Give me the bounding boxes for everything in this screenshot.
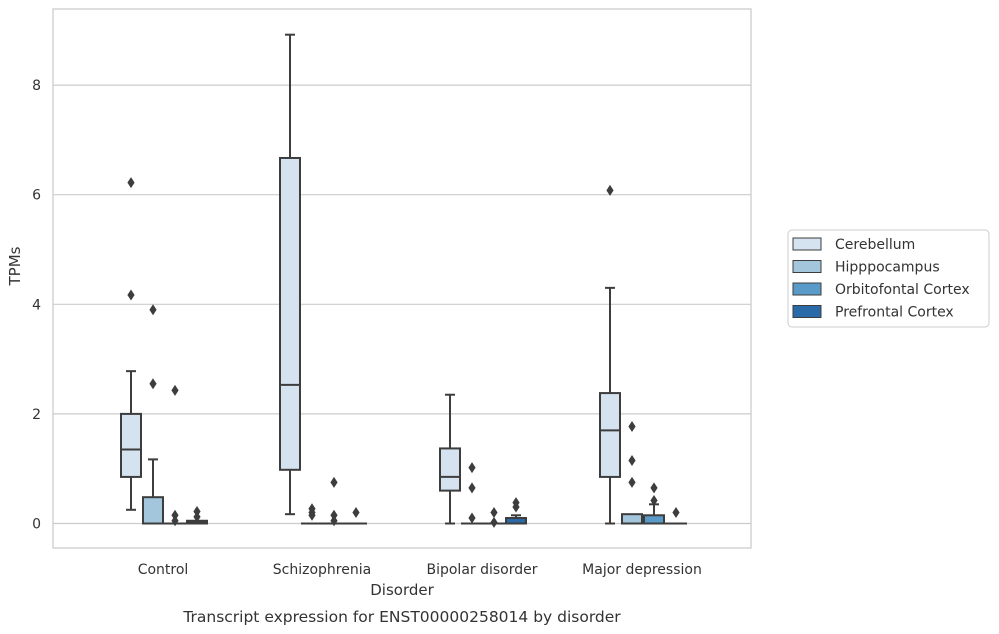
gridlines bbox=[53, 84, 751, 525]
box-iqr bbox=[643, 514, 665, 525]
y-tick-label: 8 bbox=[32, 78, 41, 94]
y-tick-label: 4 bbox=[32, 297, 41, 313]
box-orbitofontal-cortex bbox=[323, 476, 345, 527]
y-tick-label: 0 bbox=[32, 517, 41, 533]
box-orbitofontal-cortex bbox=[164, 384, 186, 527]
outlier-point bbox=[308, 509, 316, 521]
outlier-point bbox=[672, 507, 680, 519]
outlier-point bbox=[650, 494, 658, 506]
outlier-point bbox=[149, 304, 157, 316]
box-cerebellum bbox=[439, 393, 461, 525]
box-orbitofontal-cortex bbox=[483, 507, 505, 528]
legend-label: Orbitofontal Cortex bbox=[835, 282, 970, 298]
chart-caption: Transcript expression for ENST0000025801… bbox=[182, 608, 621, 626]
outlier-point bbox=[628, 454, 636, 466]
legend-label: Cerebellum bbox=[835, 237, 915, 253]
outlier-point bbox=[490, 507, 498, 519]
y-tick-label: 2 bbox=[32, 407, 41, 423]
legend-swatch bbox=[792, 282, 822, 296]
box-prefrontal-cortex bbox=[345, 507, 367, 525]
box-prefrontal-cortex bbox=[505, 497, 527, 525]
y-tick-label: 6 bbox=[32, 188, 41, 204]
box-hipppocampus bbox=[621, 421, 643, 525]
x-axis-ticks: Control Schizophrenia Bipolar disorder Majo… bbox=[138, 562, 702, 578]
outlier-point bbox=[468, 512, 476, 524]
outlier-point bbox=[606, 184, 614, 196]
legend-frame bbox=[787, 229, 990, 328]
legend: Cerebellum Hipppocampus Orbitofontal Corte… bbox=[787, 229, 990, 328]
outlier-point bbox=[512, 501, 520, 513]
plot-area-frame bbox=[52, 8, 752, 549]
outlier-point bbox=[193, 511, 201, 523]
box-iqr bbox=[142, 496, 164, 525]
box-iqr bbox=[439, 447, 461, 492]
outlier-point bbox=[628, 476, 636, 488]
box-iqr bbox=[599, 392, 621, 478]
outlier-point bbox=[330, 476, 338, 488]
outlier-point bbox=[490, 516, 498, 528]
box-cerebellum bbox=[599, 184, 621, 525]
box-cerebellum bbox=[279, 33, 301, 516]
box-orbitofontal-cortex bbox=[643, 482, 665, 525]
x-axis-label: Disorder bbox=[370, 581, 434, 599]
box-prefrontal-cortex bbox=[186, 505, 208, 525]
outlier-point bbox=[650, 482, 658, 494]
outlier-point bbox=[171, 384, 179, 396]
legend-label: Hipppocampus bbox=[835, 260, 940, 276]
y-axis-label: TPMs bbox=[6, 246, 24, 286]
x-tick-label: Major depression bbox=[582, 562, 702, 578]
box-iqr bbox=[279, 156, 301, 471]
legend-swatch bbox=[792, 260, 822, 273]
outlier-point bbox=[171, 515, 179, 527]
outlier-point bbox=[127, 177, 135, 189]
x-tick-label: Control bbox=[138, 562, 189, 578]
outlier-point bbox=[149, 378, 157, 390]
x-tick-label: Schizophrenia bbox=[273, 562, 371, 578]
legend-swatch bbox=[792, 305, 822, 318]
outlier-point bbox=[127, 289, 135, 301]
box-iqr bbox=[621, 513, 643, 525]
box-prefrontal-cortex bbox=[665, 507, 687, 525]
outlier-point bbox=[468, 482, 476, 494]
legend-swatch bbox=[792, 237, 822, 251]
legend-label: Prefrontal Cortex bbox=[835, 305, 954, 321]
box-hipppocampus bbox=[142, 304, 164, 525]
outlier-point bbox=[468, 462, 476, 474]
outlier-point bbox=[628, 421, 636, 433]
box-iqr bbox=[120, 412, 142, 478]
box-hipppocampus bbox=[301, 503, 323, 525]
outlier-point bbox=[330, 515, 338, 527]
box-hipppocampus bbox=[461, 462, 483, 525]
x-tick-label: Bipolar disorder bbox=[426, 562, 537, 578]
boxes bbox=[120, 33, 687, 528]
box-cerebellum bbox=[120, 177, 142, 511]
y-axis-ticks: 0 2 4 6 8 bbox=[32, 78, 41, 532]
outlier-point bbox=[352, 507, 360, 519]
